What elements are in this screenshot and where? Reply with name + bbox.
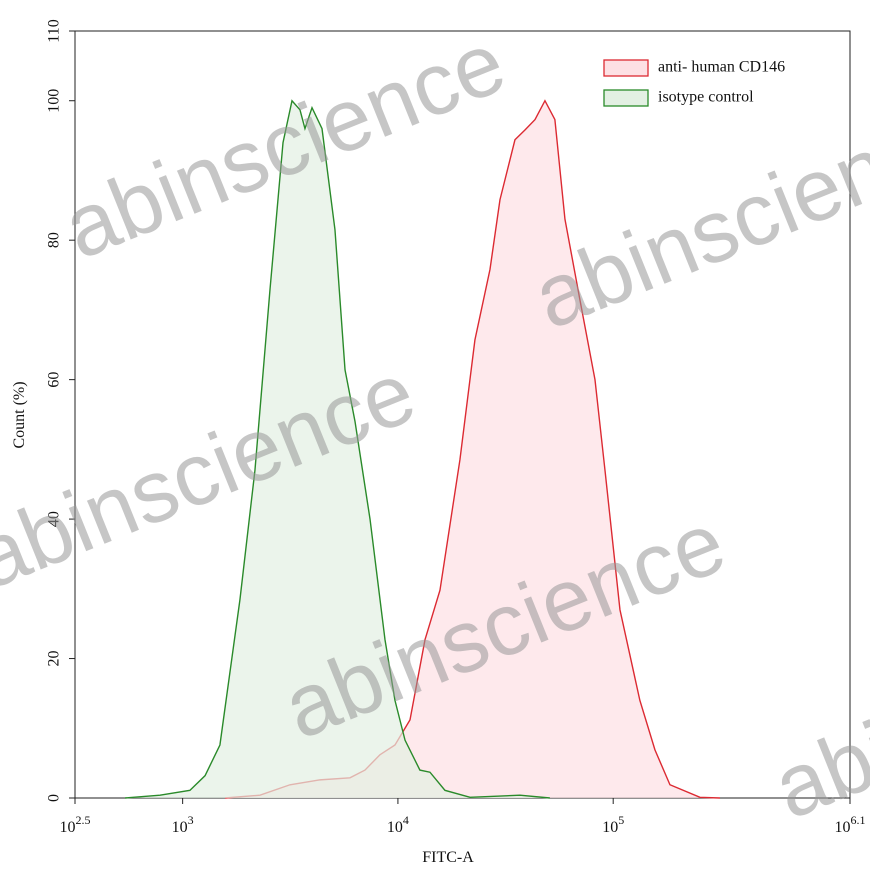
x-tick-base: 10 xyxy=(835,819,851,836)
x-tick-exponent: 2.5 xyxy=(76,813,91,827)
x-tick-label: 103 xyxy=(172,813,194,836)
y-axis-label: Count (%) xyxy=(11,381,28,448)
area xyxy=(125,100,550,798)
x-tick-label: 104 xyxy=(387,813,409,836)
y-tick-label: 110 xyxy=(46,19,63,42)
x-tick-label: 102.5 xyxy=(60,813,91,836)
y-tick-label: 40 xyxy=(46,511,63,527)
legend-label: isotype control xyxy=(658,89,754,106)
x-tick-label: 105 xyxy=(602,813,624,836)
x-tick-base: 10 xyxy=(172,819,188,836)
watermark: abinscience xyxy=(520,82,870,348)
line xyxy=(124,99,550,799)
x-tick-base: 10 xyxy=(602,819,618,836)
y-tick-label: 80 xyxy=(46,232,63,248)
x-tick-label: 106.1 xyxy=(835,813,866,836)
x-tick-base: 10 xyxy=(387,819,403,836)
x-axis-label: FITC-A xyxy=(422,849,474,866)
x-tick-exponent: 5 xyxy=(618,813,624,827)
legend-swatch xyxy=(603,89,649,107)
y-tick-label: 20 xyxy=(46,651,63,667)
x-tick-base: 10 xyxy=(60,819,76,836)
x-tick-exponent: 3 xyxy=(188,813,194,827)
area xyxy=(225,100,720,798)
y-tick-label: 0 xyxy=(46,794,63,802)
legend-swatch xyxy=(603,59,649,77)
legend-label: anti- human CD146 xyxy=(658,59,785,76)
x-tick-exponent: 6.1 xyxy=(851,813,866,827)
y-tick-label: 60 xyxy=(46,372,63,388)
x-tick-exponent: 4 xyxy=(403,813,409,827)
y-tick-label: 100 xyxy=(46,89,63,113)
